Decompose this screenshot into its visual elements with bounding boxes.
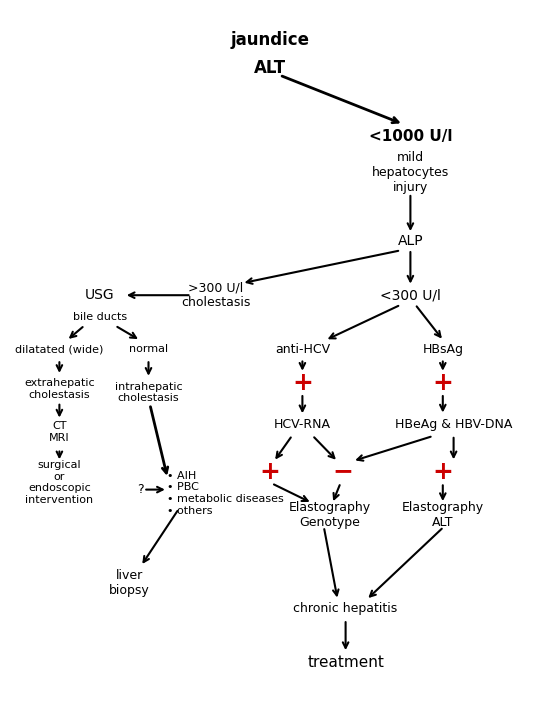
Text: liver
biopsy: liver biopsy <box>109 570 150 597</box>
Text: treatment: treatment <box>307 655 384 670</box>
Text: +: + <box>292 371 313 395</box>
Text: HBsAg: HBsAg <box>422 343 463 356</box>
Text: Elastography
ALT: Elastography ALT <box>402 501 484 528</box>
Text: +: + <box>260 459 280 484</box>
Text: anti-HCV: anti-HCV <box>275 343 330 356</box>
Text: <300 U/l: <300 U/l <box>380 288 441 302</box>
Text: +: + <box>433 371 453 395</box>
Text: intrahepatic
cholestasis: intrahepatic cholestasis <box>114 382 183 403</box>
Text: • AIH
• PBC
• metabolic diseases
• others: • AIH • PBC • metabolic diseases • other… <box>167 471 284 516</box>
Text: CT
MRI: CT MRI <box>49 421 70 443</box>
Text: ?: ? <box>137 483 144 496</box>
Text: HCV-RNA: HCV-RNA <box>274 418 331 431</box>
Text: HBeAg & HBV-DNA: HBeAg & HBV-DNA <box>395 418 512 431</box>
Text: chronic hepatitis: chronic hepatitis <box>293 602 398 615</box>
Text: >300 U/l
cholestasis: >300 U/l cholestasis <box>181 282 251 309</box>
Text: bile ducts: bile ducts <box>73 312 127 322</box>
Text: ALT: ALT <box>254 59 286 77</box>
Text: Elastography
Genotype: Elastography Genotype <box>288 501 370 528</box>
Text: surgical
or
endoscopic
intervention: surgical or endoscopic intervention <box>25 460 93 505</box>
Text: dilatated (wide): dilatated (wide) <box>15 344 104 354</box>
Text: normal: normal <box>129 344 168 354</box>
Text: ALP: ALP <box>397 234 423 248</box>
Text: USG: USG <box>85 288 114 302</box>
Text: jaundice: jaundice <box>231 30 309 49</box>
Text: extrahepatic
cholestasis: extrahepatic cholestasis <box>24 378 94 400</box>
Text: −: − <box>333 459 353 484</box>
Text: mild
hepatocytes
injury: mild hepatocytes injury <box>372 151 449 194</box>
Text: +: + <box>433 459 453 484</box>
Text: <1000 U/l: <1000 U/l <box>369 130 452 144</box>
